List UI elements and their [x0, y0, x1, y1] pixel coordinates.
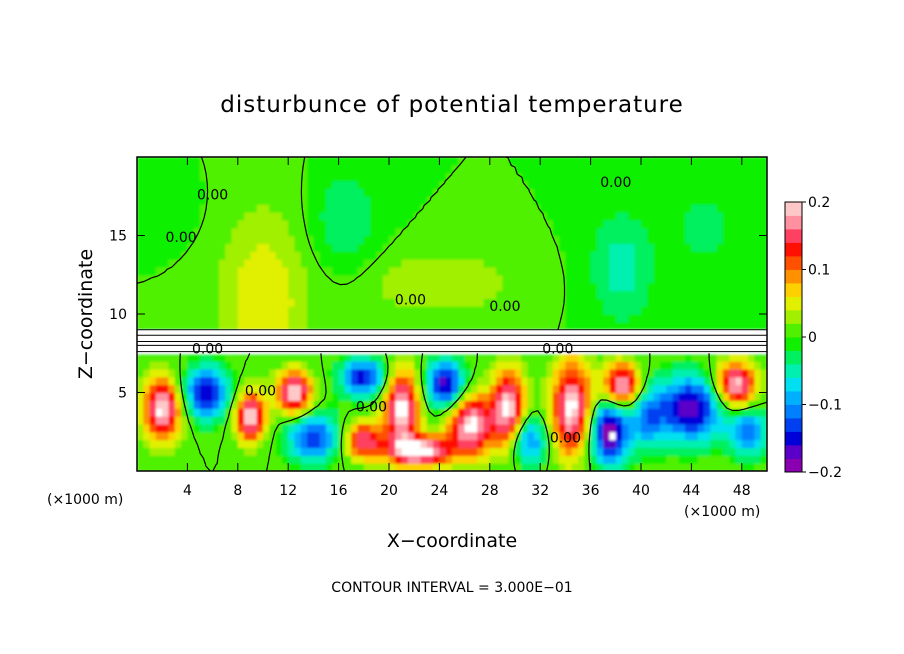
contour-label-6: 0.00 — [542, 341, 573, 357]
x-tick-label-16: 16 — [330, 483, 348, 499]
colorbar-swatch-4 — [785, 404, 802, 419]
x-tick-label-24: 24 — [430, 483, 448, 499]
contour-interval-note: CONTOUR INTERVAL = 3.000E−01 — [331, 580, 572, 596]
x-tick-label-36: 36 — [582, 483, 600, 499]
y-axis-ticks: 5 10 15 — [109, 229, 767, 402]
x-tick-label-32: 32 — [531, 483, 549, 499]
x-unit-left: (×1000 m) — [47, 492, 123, 508]
contour-labels: 0.00 0.00 0.00 0.00 0.00 0.00 0.00 0.00 0.00 0.00 — [166, 175, 632, 447]
y-tick-label-5: 5 — [118, 386, 127, 402]
zero-contours — [137, 157, 767, 471]
x-tick-label-48: 48 — [733, 483, 751, 499]
x-axis-label: X−coordinate — [387, 530, 517, 552]
colorbar-swatch-5 — [785, 391, 802, 405]
contour-label-4: 0.00 — [489, 299, 520, 315]
colorbar-swatch-17 — [785, 229, 802, 243]
colorbar-tick-label-2: 0 — [808, 330, 817, 346]
x-axis-ticks: 4 8 12 16 20 24 28 32 36 40 44 48 — [183, 157, 751, 499]
x-tick-label-4: 4 — [183, 483, 192, 499]
colorbar-swatch-16 — [785, 242, 802, 257]
temperature-field — [137, 157, 767, 471]
x-unit-right: (×1000 m) — [684, 504, 760, 520]
chart-title: disturbunce of potential temperature — [220, 92, 684, 118]
colorbar-swatch-18 — [785, 215, 802, 230]
colorbar-swatch-6 — [785, 377, 802, 392]
colorbar-swatch-11 — [785, 310, 802, 324]
contour-label-1: 0.00 — [197, 187, 228, 203]
colorbar-swatch-12 — [785, 296, 802, 311]
contour-label-9: 0.00 — [550, 431, 581, 447]
colorbar-swatch-14 — [785, 269, 802, 284]
y-axis-label: Z−coordinate — [75, 249, 97, 379]
colorbar-tick-label-1: 0.1 — [808, 263, 830, 279]
colorbar-swatch-9 — [785, 337, 802, 351]
colorbar-swatch-1 — [785, 445, 802, 459]
colorbar: 0.2 0.1 0 −0.1 −0.2 — [784, 195, 842, 481]
y-tick-label-15: 15 — [109, 229, 127, 245]
x-tick-label-40: 40 — [632, 483, 650, 499]
colorbar-swatch-13 — [785, 283, 802, 297]
colorbar-tick-label-0: 0.2 — [808, 195, 830, 211]
colorbar-swatch-3 — [785, 418, 802, 432]
colorbar-tick-label-3: −0.1 — [808, 398, 842, 414]
colorbar-tick-label-4: −0.2 — [808, 465, 842, 481]
colorbar-swatch-0 — [785, 458, 802, 473]
colorbar-swatch-7 — [785, 364, 802, 378]
contour-label-0: 0.00 — [600, 175, 631, 191]
colorbar-swatch-19 — [785, 202, 802, 216]
colorbar-swatch-10 — [785, 323, 802, 338]
boundary-band — [137, 329, 767, 354]
contour-label-7: 0.00 — [245, 384, 276, 400]
colorbar-swatch-15 — [785, 256, 802, 270]
contour-label-3: 0.00 — [395, 293, 426, 309]
plot-area — [137, 157, 767, 471]
x-tick-label-20: 20 — [380, 483, 398, 499]
x-tick-label-44: 44 — [682, 483, 700, 499]
y-tick-label-10: 10 — [109, 307, 127, 323]
colorbar-swatch-2 — [785, 431, 802, 446]
colorbar-swatch-8 — [785, 350, 802, 365]
contour-label-5: 0.00 — [192, 341, 223, 357]
x-tick-label-28: 28 — [481, 483, 499, 499]
x-tick-label-12: 12 — [279, 483, 297, 499]
x-tick-label-8: 8 — [233, 483, 242, 499]
contour-label-2: 0.00 — [166, 230, 197, 246]
contour-label-8: 0.00 — [356, 399, 387, 415]
